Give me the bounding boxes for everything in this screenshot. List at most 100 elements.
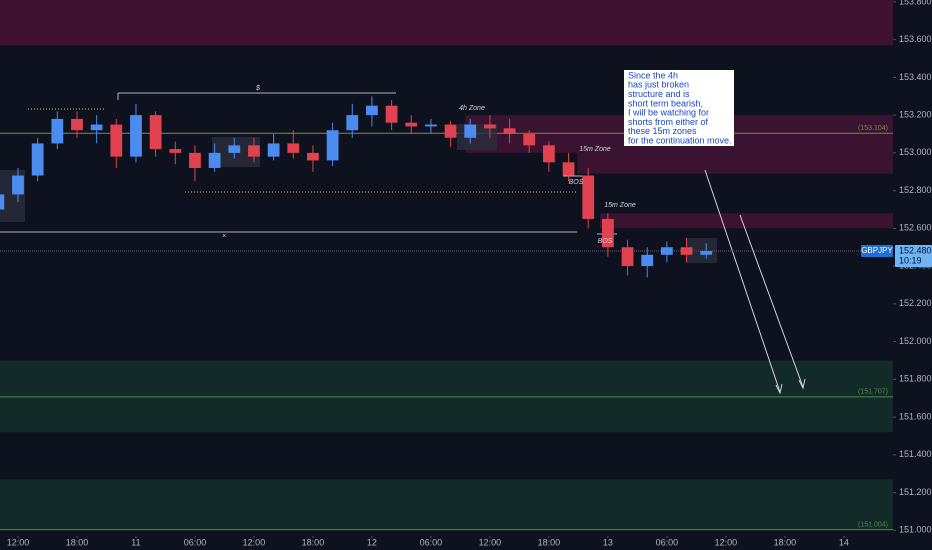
arrow-head [775, 383, 783, 395]
x-tick-label: 18:00 [302, 537, 325, 547]
candle-body [366, 105, 378, 116]
level-label: (151.707) [858, 389, 888, 396]
countdown: 10:19 [899, 255, 922, 265]
candle-body [208, 152, 221, 168]
candle-body [189, 152, 201, 168]
candle-body [90, 124, 103, 131]
zone [0, 479, 893, 531]
y-tick-label: 151.400 [899, 449, 932, 459]
note-line: has just broken [628, 80, 689, 90]
candle-body [425, 124, 437, 127]
candle-body [248, 145, 260, 157]
candle-body [660, 247, 673, 255]
y-tick-label: 152.600 [899, 223, 932, 233]
zone [0, 0, 893, 46]
note-box [624, 70, 734, 146]
arrow [704, 169, 781, 393]
y-tick-label: 151.800 [899, 374, 932, 384]
candle-body [110, 124, 123, 157]
candle-body [641, 254, 654, 267]
candle-body [484, 124, 496, 129]
level-label: (151.004) [858, 521, 888, 528]
candle-body [700, 251, 713, 255]
y-tick-label: 152.200 [899, 298, 932, 308]
y-tick-label: 151.000 [899, 525, 932, 535]
symbol-tag [861, 245, 893, 258]
zone [0, 360, 893, 433]
zones: (153.104) (151.707) (151.004) [0, 0, 893, 531]
price-tag [895, 245, 932, 268]
arrow [739, 214, 804, 388]
y-tick-label: 153.200 [899, 110, 932, 120]
candle-body [523, 134, 536, 146]
candle-body [346, 115, 359, 131]
note-line: Since the 4h [628, 70, 678, 80]
candle-body [326, 130, 339, 161]
x-tick-label: 14 [839, 537, 849, 547]
zone [577, 152, 893, 174]
x-tick-label: 12:00 [715, 537, 738, 547]
annotation: × [222, 233, 226, 240]
note-line: for the continuation move. [628, 135, 732, 145]
note-line: short term bearish, [628, 98, 703, 108]
y-tick-label: 152.800 [899, 185, 932, 195]
note-line: shorts from either of [628, 117, 709, 127]
candle-body [287, 143, 300, 153]
y-tick-label: 151.200 [899, 487, 932, 497]
candle-body [130, 115, 142, 157]
candle-body [12, 175, 24, 195]
note-line: these 15m zones [628, 126, 697, 136]
candle-body [307, 152, 319, 161]
x-tick-label: 11 [131, 537, 140, 547]
candle-body [228, 145, 241, 153]
candle-body [31, 143, 44, 176]
candle-body [385, 105, 398, 123]
candle-body [169, 149, 182, 153]
x-tick-label: 06:00 [184, 537, 207, 547]
x-tick-label: 12:00 [7, 537, 30, 547]
annotations: 4h Zone 15m Zone 15m Zone BOS BOS $ × [222, 85, 636, 245]
candle-body [680, 247, 693, 255]
candle-body [444, 124, 457, 138]
y-axis-panel [893, 0, 932, 550]
candle-body [562, 162, 575, 176]
candle-body [267, 143, 280, 157]
y-tick-label: 153.600 [899, 34, 932, 44]
candle-body [601, 218, 614, 248]
annotation: BOS [598, 238, 613, 245]
y-tick-label: 153.400 [899, 72, 932, 82]
level-label: (153.104) [858, 125, 888, 132]
x-axis-panel [0, 536, 893, 550]
annotation: 15m Zone [579, 146, 611, 153]
x-tick-label: 18:00 [774, 537, 797, 547]
annotation: 15m Zone [604, 202, 636, 209]
candle-body [0, 194, 5, 210]
annotation: $ [255, 85, 260, 92]
candle-body [51, 118, 64, 144]
annotation: BOS [569, 179, 584, 186]
x-tick-label: 13 [603, 537, 613, 547]
x-tick-label: 12 [367, 537, 377, 547]
candle-body [464, 124, 477, 138]
candle-body [582, 175, 595, 219]
y-tick-label: 152.000 [899, 336, 932, 346]
candle-body [149, 115, 162, 150]
x-tick-label: 12:00 [479, 537, 502, 547]
annotation: 4h Zone [459, 105, 485, 112]
candle-body [71, 118, 83, 131]
candle-body [405, 122, 418, 127]
price-label: 152.480 [899, 245, 932, 255]
x-tick-label: 18:00 [538, 537, 561, 547]
x-tick-label: 06:00 [656, 537, 679, 547]
candle-body [503, 128, 516, 134]
symbol-label: GBPJPY [861, 246, 893, 255]
x-tick-label: 06:00 [420, 537, 443, 547]
note-line: I will be watching for [628, 108, 709, 118]
candle-body [542, 145, 555, 163]
candles [0, 96, 713, 278]
x-tick-label: 12:00 [243, 537, 266, 547]
candle-body [621, 247, 634, 267]
